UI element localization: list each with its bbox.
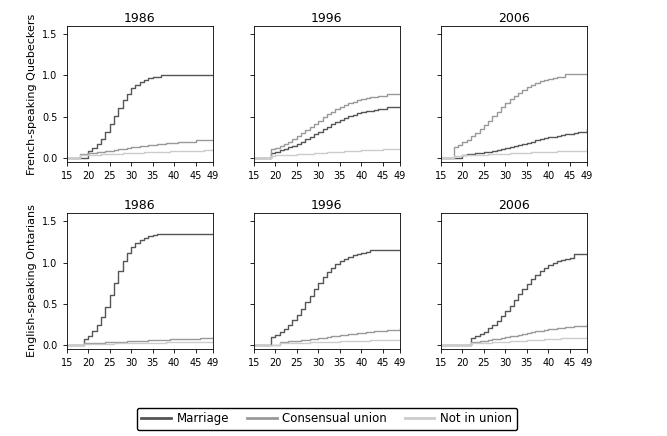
Y-axis label: English-speaking Ontarians: English-speaking Ontarians (27, 204, 37, 358)
Title: 1986: 1986 (124, 199, 155, 212)
Legend: Marriage, Consensual union, Not in union: Marriage, Consensual union, Not in union (137, 408, 517, 430)
Y-axis label: French-speaking Quebeckers: French-speaking Quebeckers (27, 14, 37, 174)
Title: 2006: 2006 (498, 199, 530, 212)
Title: 1986: 1986 (124, 12, 155, 25)
Title: 1996: 1996 (311, 12, 343, 25)
Title: 1996: 1996 (311, 199, 343, 212)
Title: 2006: 2006 (498, 12, 530, 25)
